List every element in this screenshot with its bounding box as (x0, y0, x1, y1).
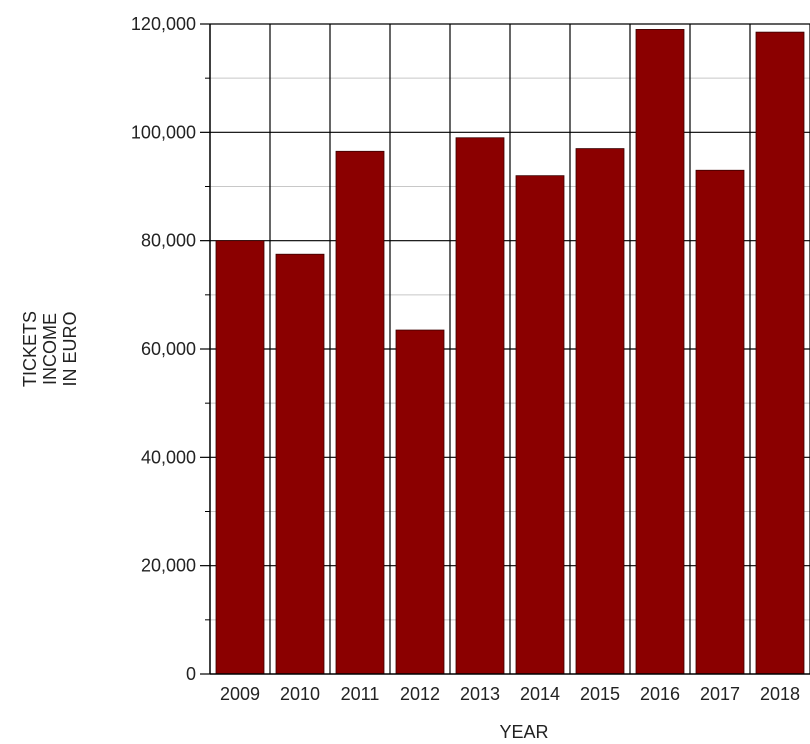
bar-2010 (275, 253, 325, 675)
bar-2018 (755, 31, 805, 675)
y-tick-label: 0 (186, 664, 196, 684)
x-tick-label: 2009 (220, 684, 260, 704)
x-tick-label: 2017 (700, 684, 740, 704)
y-tick-label: 20,000 (141, 556, 196, 576)
bar-2009 (215, 240, 265, 675)
bar-2013 (455, 137, 505, 675)
bar-2015 (575, 148, 625, 675)
x-tick-label: 2013 (460, 684, 500, 704)
x-tick-label: 2018 (760, 684, 800, 704)
x-tick-label: 2010 (280, 684, 320, 704)
x-tick-labels: 2009 2010 2011 2012 2013 2014 2015 2016 2017 2018 (220, 684, 800, 704)
y-tick-label: 100,000 (131, 122, 196, 142)
y-tick-label: 60,000 (141, 339, 196, 359)
y-tick-labels: 0 20,000 40,000 60,000 80,000 100,000 120,000 (131, 14, 196, 684)
x-tick-label: 2015 (580, 684, 620, 704)
bar-2011 (335, 150, 385, 675)
y-tick-label: 40,000 (141, 447, 196, 467)
bar-2017 (695, 169, 745, 675)
x-tick-label: 2011 (341, 684, 380, 704)
x-tick-label: 2014 (520, 684, 560, 704)
x-tick-label: 2016 (640, 684, 680, 704)
x-axis-title: YEAR (499, 722, 548, 742)
bar-2016 (635, 29, 685, 675)
y-tick-label: 120,000 (131, 14, 196, 34)
y-axis-title: TICKETS INCOME IN EURO (20, 311, 80, 387)
y-axis-title-line-1: TICKETS (20, 311, 40, 387)
y-axis-title-line-2: INCOME (40, 313, 60, 385)
bar-2014 (515, 175, 565, 675)
x-tick-label: 2012 (400, 684, 440, 704)
bars (215, 29, 805, 675)
y-tick-label: 80,000 (141, 231, 196, 251)
bar-2012 (395, 329, 445, 675)
axes (209, 24, 810, 675)
y-axis-title-line-3: IN EURO (60, 311, 80, 386)
